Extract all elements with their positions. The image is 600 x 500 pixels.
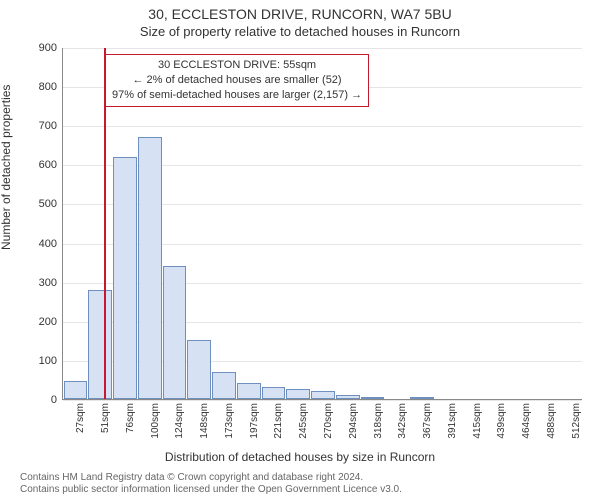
histogram-bar [187, 340, 211, 399]
histogram-bar [361, 397, 385, 399]
histogram-bar [88, 290, 112, 400]
annotation-line: 30 ECCLESTON DRIVE: 55sqm [112, 58, 362, 73]
y-tick-label: 400 [39, 238, 63, 250]
x-axis-label: Distribution of detached houses by size … [0, 450, 600, 464]
y-tick-label: 200 [39, 316, 63, 328]
x-tick-label: 270sqm [323, 403, 334, 439]
x-tick-label: 197sqm [249, 403, 260, 439]
histogram-bar [212, 372, 236, 399]
x-tick-label: 76sqm [125, 403, 136, 433]
x-tick-label: 342sqm [397, 403, 408, 439]
gridline [63, 48, 582, 49]
histogram-bar [311, 391, 335, 399]
annotation-box: 30 ECCLESTON DRIVE: 55sqm← 2% of detache… [105, 54, 369, 107]
annotation-line: ← 2% of detached houses are smaller (52) [112, 73, 362, 88]
x-tick-label: 464sqm [521, 403, 532, 439]
histogram-bar [64, 381, 88, 399]
x-tick-label: 488sqm [546, 403, 557, 439]
footer-line-2: Contains public sector information licen… [20, 484, 580, 497]
histogram-bar [410, 397, 434, 399]
x-tick-label: 318sqm [373, 403, 384, 439]
histogram-bar [336, 395, 360, 399]
histogram-bar [163, 266, 187, 399]
y-tick-label: 900 [39, 42, 63, 54]
x-tick-label: 415sqm [472, 403, 483, 439]
gridline [63, 400, 582, 401]
x-tick-label: 391sqm [447, 403, 458, 439]
y-tick-label: 800 [39, 81, 63, 93]
title-main: 30, ECCLESTON DRIVE, RUNCORN, WA7 5BU [0, 6, 600, 22]
histogram-bar [237, 383, 261, 399]
footer-line-1: Contains HM Land Registry data © Crown c… [20, 472, 580, 485]
y-tick-label: 600 [39, 159, 63, 171]
gridline [63, 126, 582, 127]
x-tick-label: 512sqm [571, 403, 582, 439]
annotation-line: 97% of semi-detached houses are larger (… [112, 88, 362, 103]
x-tick-label: 100sqm [150, 403, 161, 439]
x-tick-label: 221sqm [273, 403, 284, 439]
histogram-bar [113, 157, 137, 399]
plot-area: 010020030040050060070080090027sqm51sqm76… [62, 48, 582, 400]
x-tick-label: 367sqm [422, 403, 433, 439]
x-tick-label: 439sqm [496, 403, 507, 439]
x-tick-label: 148sqm [199, 403, 210, 439]
histogram-bar [262, 387, 286, 399]
x-tick-label: 245sqm [298, 403, 309, 439]
x-tick-label: 27sqm [75, 403, 86, 433]
y-tick-label: 500 [39, 198, 63, 210]
y-tick-label: 300 [39, 277, 63, 289]
chart-container: 30, ECCLESTON DRIVE, RUNCORN, WA7 5BU Si… [0, 0, 600, 500]
x-tick-label: 124sqm [174, 403, 185, 439]
x-tick-label: 173sqm [224, 403, 235, 439]
histogram-bar [286, 389, 310, 399]
y-tick-label: 100 [39, 355, 63, 367]
y-axis-label: Number of detached properties [0, 85, 13, 250]
y-tick-label: 0 [51, 394, 63, 406]
histogram-bar [138, 137, 162, 399]
x-tick-label: 294sqm [348, 403, 359, 439]
title-sub: Size of property relative to detached ho… [0, 24, 600, 39]
y-tick-label: 700 [39, 120, 63, 132]
x-tick-label: 51sqm [100, 403, 111, 433]
